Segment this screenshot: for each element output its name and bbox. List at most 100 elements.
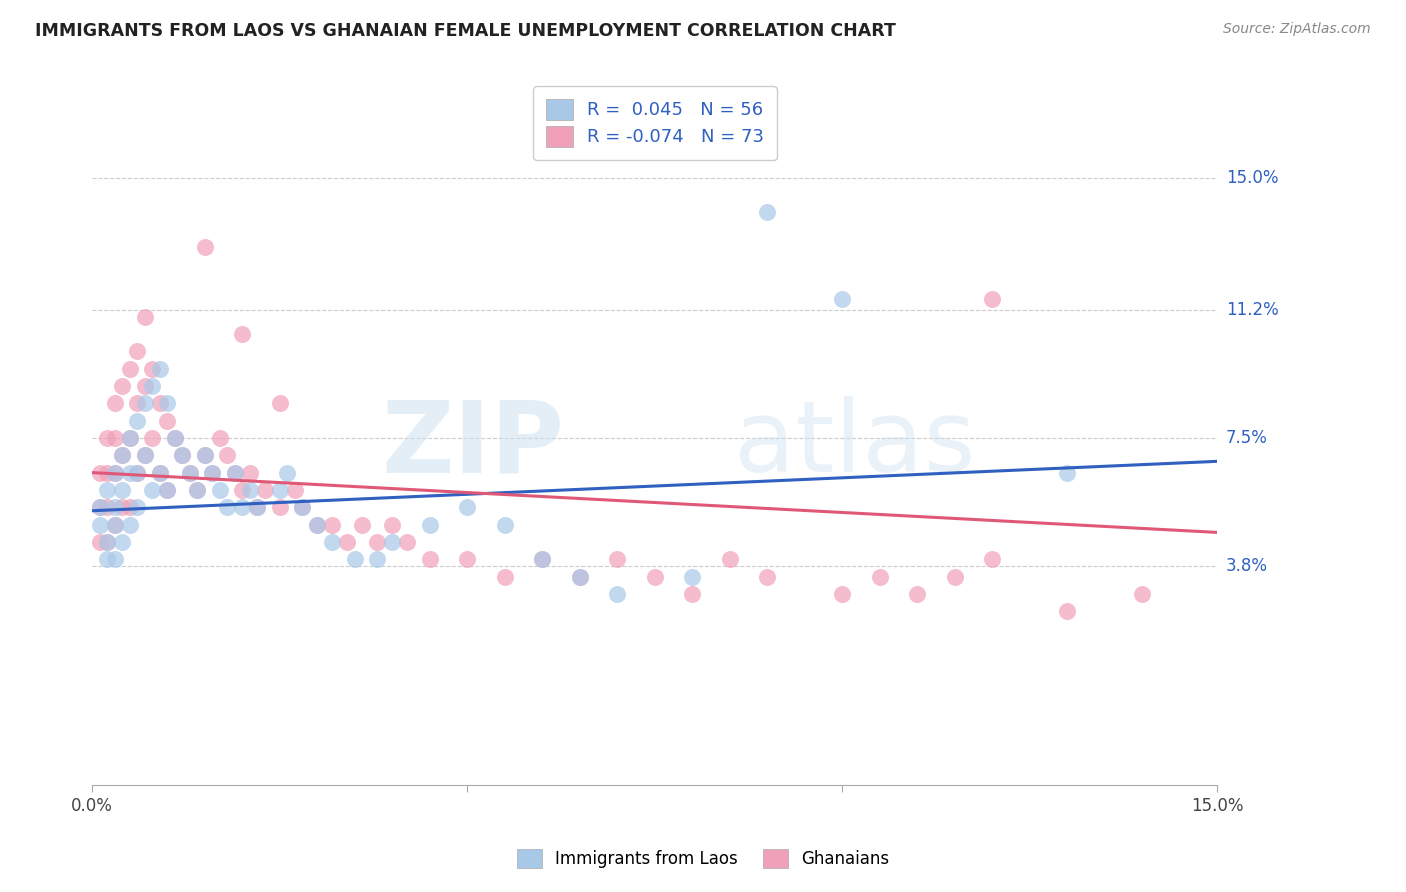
- Point: [104, 466, 127, 480]
- Point: [111, 535, 134, 549]
- Point: [127, 413, 149, 427]
- Point: [156, 483, 179, 497]
- Point: [531, 552, 554, 566]
- Point: [201, 466, 224, 480]
- Point: [291, 500, 314, 515]
- Point: [1132, 587, 1154, 601]
- Point: [194, 240, 217, 254]
- Point: [531, 552, 554, 566]
- Point: [89, 517, 111, 532]
- Point: [118, 517, 141, 532]
- Point: [194, 448, 217, 462]
- Point: [269, 500, 291, 515]
- Point: [118, 466, 141, 480]
- Point: [336, 535, 359, 549]
- Legend: R =  0.045   N = 56, R = -0.074   N = 73: R = 0.045 N = 56, R = -0.074 N = 73: [533, 87, 776, 160]
- Point: [118, 431, 141, 445]
- Text: IMMIGRANTS FROM LAOS VS GHANAIAN FEMALE UNEMPLOYMENT CORRELATION CHART: IMMIGRANTS FROM LAOS VS GHANAIAN FEMALE …: [35, 22, 896, 40]
- Point: [905, 587, 928, 601]
- Point: [291, 500, 314, 515]
- Point: [239, 483, 262, 497]
- Point: [127, 396, 149, 410]
- Point: [284, 483, 307, 497]
- Point: [111, 379, 134, 393]
- Point: [201, 466, 224, 480]
- Point: [606, 552, 628, 566]
- Point: [156, 483, 179, 497]
- Text: 15.0%: 15.0%: [1226, 169, 1278, 186]
- Point: [111, 448, 134, 462]
- Point: [606, 587, 628, 601]
- Point: [246, 500, 269, 515]
- Point: [831, 587, 853, 601]
- Point: [118, 431, 141, 445]
- Point: [149, 361, 172, 376]
- Point: [246, 500, 269, 515]
- Point: [127, 466, 149, 480]
- Text: Source: ZipAtlas.com: Source: ZipAtlas.com: [1223, 22, 1371, 37]
- Point: [756, 569, 779, 583]
- Point: [96, 483, 118, 497]
- Point: [681, 569, 703, 583]
- Point: [149, 466, 172, 480]
- Point: [217, 500, 239, 515]
- Point: [396, 535, 419, 549]
- Point: [111, 500, 134, 515]
- Legend: Immigrants from Laos, Ghanaians: Immigrants from Laos, Ghanaians: [510, 842, 896, 875]
- Point: [644, 569, 666, 583]
- Point: [172, 448, 194, 462]
- Point: [104, 396, 127, 410]
- Point: [96, 431, 118, 445]
- Text: 7.5%: 7.5%: [1226, 429, 1268, 447]
- Point: [134, 379, 156, 393]
- Point: [419, 517, 441, 532]
- Point: [96, 466, 118, 480]
- Point: [186, 483, 208, 497]
- Point: [104, 466, 127, 480]
- Point: [89, 466, 111, 480]
- Point: [352, 517, 374, 532]
- Point: [208, 483, 231, 497]
- Point: [718, 552, 741, 566]
- Text: ZIP: ZIP: [382, 396, 565, 493]
- Point: [981, 552, 1004, 566]
- Point: [96, 500, 118, 515]
- Point: [831, 292, 853, 306]
- Point: [111, 483, 134, 497]
- Point: [224, 466, 246, 480]
- Point: [224, 466, 246, 480]
- Point: [134, 310, 156, 324]
- Point: [231, 483, 253, 497]
- Point: [172, 448, 194, 462]
- Point: [141, 379, 163, 393]
- Point: [366, 535, 388, 549]
- Point: [381, 535, 404, 549]
- Point: [141, 431, 163, 445]
- Point: [307, 517, 329, 532]
- Point: [269, 396, 291, 410]
- Point: [981, 292, 1004, 306]
- Point: [127, 466, 149, 480]
- Point: [141, 483, 163, 497]
- Point: [179, 466, 201, 480]
- Point: [104, 500, 127, 515]
- Point: [1056, 604, 1078, 618]
- Point: [186, 483, 208, 497]
- Point: [381, 517, 404, 532]
- Point: [231, 326, 253, 341]
- Point: [127, 344, 149, 359]
- Point: [96, 552, 118, 566]
- Point: [104, 431, 127, 445]
- Point: [89, 535, 111, 549]
- Point: [681, 587, 703, 601]
- Text: 3.8%: 3.8%: [1226, 558, 1268, 575]
- Point: [111, 448, 134, 462]
- Point: [217, 448, 239, 462]
- Point: [419, 552, 441, 566]
- Point: [231, 500, 253, 515]
- Point: [208, 431, 231, 445]
- Point: [156, 396, 179, 410]
- Point: [118, 500, 141, 515]
- Point: [127, 500, 149, 515]
- Point: [456, 500, 478, 515]
